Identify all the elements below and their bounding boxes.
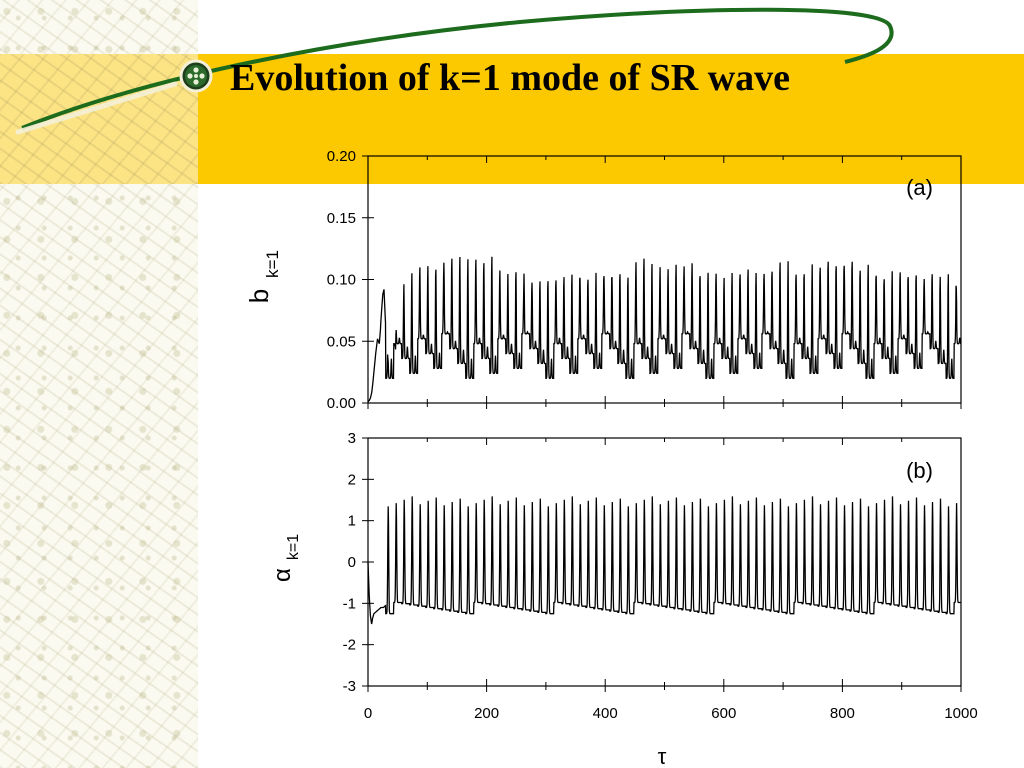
x-ticks-a — [367, 156, 962, 409]
y-axis-label-main-b: α — [269, 568, 296, 582]
x-tick-label: 0 — [364, 705, 372, 722]
y-tick-label: 0 — [348, 554, 356, 571]
y-axis-label-b: α k=1 — [269, 534, 302, 582]
title-band-pattern — [0, 54, 198, 184]
bullet-icon — [179, 59, 213, 93]
x-tick-label: 400 — [593, 705, 618, 722]
y-tick-label: 0.05 — [327, 333, 356, 350]
y-tick-label: 0.00 — [327, 395, 356, 412]
y-tick-label: 3 — [348, 430, 356, 447]
x-tick-label: 1000 — [944, 705, 977, 722]
series-line-alpha — [367, 496, 961, 625]
y-tick-label: 0.20 — [327, 148, 356, 165]
y-tick-label: 0.10 — [327, 272, 356, 289]
panel-label-a: (a) — [906, 175, 933, 200]
y-tick-label: 1 — [348, 513, 356, 530]
x-tick-label: 800 — [830, 705, 855, 722]
x-ticks-b: 0 200 400 600 800 1000 — [364, 438, 978, 722]
y-axis-label-sub-b: k=1 — [285, 534, 302, 560]
plot-frame-b — [367, 437, 962, 687]
x-tick-label: 600 — [711, 705, 736, 722]
y-tick-label: -2 — [343, 637, 356, 654]
series-line-b — [367, 256, 962, 403]
y-tick-label: 0.15 — [327, 210, 356, 227]
y-axis-label-sub-a: k=1 — [263, 250, 282, 278]
panel-label-b: (b) — [906, 458, 933, 483]
y-tick-label: -1 — [343, 595, 356, 612]
swoosh-tail — [15, 81, 178, 135]
y-axis-label-main-a: b — [244, 289, 274, 303]
x-axis-label: τ — [658, 744, 667, 768]
slide-title: Evolution of k=1 mode of SR wave — [230, 57, 791, 99]
x-tick-label: 200 — [474, 705, 499, 722]
chart-panel-b: -3 -2 -1 0 1 2 3 0 200 400 600 800 1000 (b) α k=1 τ — [269, 430, 978, 768]
y-tick-label: 2 — [348, 471, 356, 488]
y-tick-label: -3 — [343, 678, 356, 695]
y-ticks-b: -3 -2 -1 0 1 2 3 — [343, 430, 374, 695]
y-ticks-a: 0.00 0.05 0.10 0.15 0.20 — [327, 148, 374, 412]
chart-panel-a: 0.00 0.05 0.10 0.15 0.20 (a) b k=1 — [244, 148, 962, 412]
y-axis-label-a: b k=1 — [244, 250, 282, 303]
